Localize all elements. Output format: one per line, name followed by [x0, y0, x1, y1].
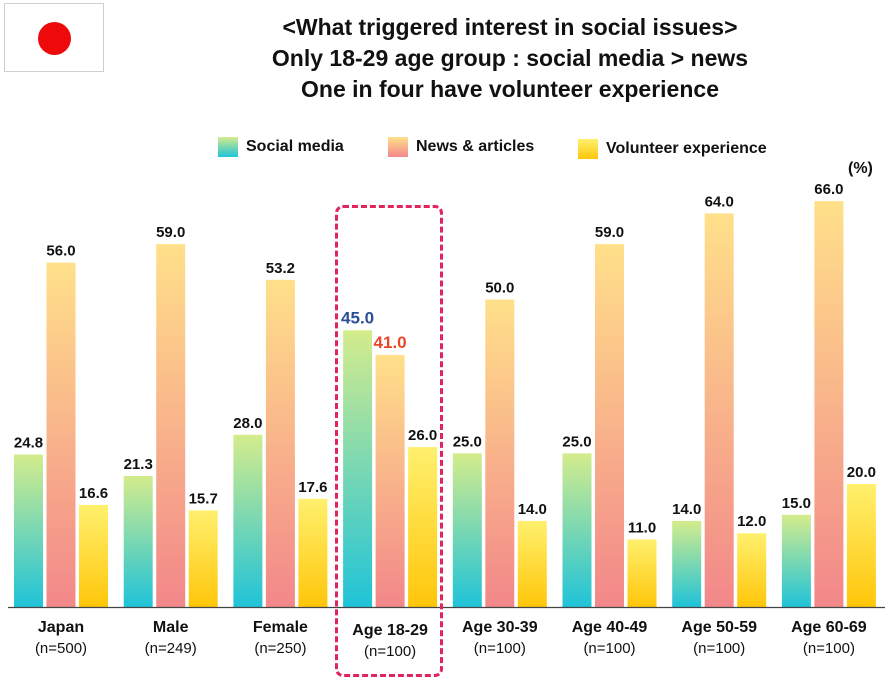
bar-age-60-69-series-0: [781, 514, 811, 608]
category-label: Male (n=249): [116, 617, 226, 659]
bar-age-60-69-series-2: [846, 484, 876, 607]
data-label: 14.0: [672, 501, 701, 518]
legend-swatch: [388, 137, 408, 157]
title-line-2: Only 18-29 age group : social media > ne…: [271, 45, 749, 71]
data-label: 66.0: [814, 181, 843, 198]
data-label: 50.0: [485, 280, 514, 297]
bar-age-30-39-series-1: [485, 299, 515, 607]
sample-size: (n=249): [144, 640, 197, 657]
data-label: 12.0: [737, 513, 766, 530]
category-name: Age 50-59: [681, 619, 757, 636]
data-label: 15.0: [782, 495, 811, 512]
bar-japan-series-2: [79, 504, 108, 607]
category-label: Age 18-29 (n=100): [335, 620, 445, 662]
title-line-3: One in four have volunteer experience: [301, 76, 719, 102]
data-label: 25.0: [453, 433, 482, 450]
bar-male-series-0: [123, 476, 153, 607]
category-name: Male: [152, 619, 189, 636]
flag-red-circle: [38, 22, 71, 55]
japan-flag: [4, 3, 104, 72]
bar-japan-series-1: [46, 262, 76, 607]
category-label: Age 60-69 (n=100): [774, 617, 884, 659]
legend-swatch: [218, 137, 238, 157]
bar-female-series-1: [265, 279, 295, 607]
data-label: 64.0: [705, 193, 734, 210]
legend-label: Social media: [246, 138, 344, 155]
category-name: Age 60-69: [791, 619, 867, 636]
sample-size: (n=500): [34, 640, 88, 657]
category-label: Age 50-59 (n=100): [664, 617, 774, 659]
data-label: 53.2: [266, 260, 295, 277]
sample-size: (n=250): [254, 640, 307, 657]
data-label: 45.0: [341, 308, 374, 327]
category-label: Female (n=250): [225, 617, 335, 659]
legend-label: News & articles: [416, 138, 535, 155]
data-label: 11.0: [628, 519, 656, 536]
data-label: 24.8: [14, 435, 43, 452]
title-line-1: <What triggered interest in social issue…: [282, 14, 738, 40]
sample-size: (n=100): [364, 643, 417, 660]
category-name: Female: [252, 619, 308, 636]
bar-age-40-49-series-0: [562, 453, 592, 608]
category-name: Age 30-39: [462, 619, 538, 636]
chart-title: <What triggered interest in social issue…: [200, 12, 820, 105]
data-label: 15.7: [189, 490, 218, 507]
bar-female-series-2: [298, 498, 328, 607]
sample-size: (n=100): [473, 640, 526, 657]
bar-female-series-0: [233, 434, 263, 607]
data-label: 14.0: [518, 501, 547, 518]
bar-male-series-1: [156, 244, 186, 607]
data-label: 28.0: [233, 415, 262, 432]
category-label: Age 40-49 (n=100): [555, 617, 665, 659]
bar-age-30-39-series-0: [452, 453, 482, 608]
category-label: Japan (n=500): [6, 617, 116, 659]
bar-age-60-69-series-1: [814, 201, 844, 607]
category-label: Age 30-39 (n=100): [445, 617, 555, 659]
legend-label: Volunteer experience: [606, 140, 767, 157]
data-label: 21.3: [124, 456, 153, 473]
bar-age-30-39-series-2: [517, 520, 547, 607]
data-label: 59.0: [595, 224, 624, 241]
legend-item: Social media: [218, 137, 344, 157]
legend-item: Volunteer experience: [578, 139, 767, 159]
bar-age-50-59-series-0: [672, 520, 702, 607]
legend-item: News & articles: [388, 137, 534, 157]
bar-age-50-59-series-1: [704, 213, 734, 607]
data-label: 25.0: [562, 433, 591, 450]
bar-male-series-2: [188, 510, 218, 607]
bar-age-40-49-series-2: [627, 539, 657, 608]
bar-age-40-49-series-1: [595, 244, 624, 607]
data-label: 16.6: [79, 485, 108, 502]
data-label: 26.0: [408, 427, 437, 444]
category-name: Age 40-49: [571, 619, 648, 636]
bar-age-50-59-series-2: [737, 533, 767, 607]
data-label: 20.0: [847, 464, 876, 481]
data-label: 41.0: [374, 333, 407, 352]
data-label: 17.6: [298, 479, 327, 496]
sample-size: (n=100): [802, 640, 855, 657]
data-label: 56.0: [46, 243, 75, 260]
bar-age-18-29-series-1: [375, 354, 405, 608]
unit-label: (%): [848, 160, 873, 177]
sample-size: (n=100): [583, 640, 636, 657]
bar-age-18-29-series-0: [343, 330, 373, 608]
category-name: Japan: [37, 619, 85, 636]
category-name: Age 18-29: [352, 622, 428, 639]
highlight-box-age-18-29: [335, 205, 443, 677]
data-label: 59.0: [156, 224, 185, 241]
sample-size: (n=100): [693, 640, 746, 657]
legend-swatch: [578, 139, 598, 159]
bar-japan-series-0: [14, 454, 43, 607]
bar-age-18-29-series-2: [408, 447, 438, 607]
